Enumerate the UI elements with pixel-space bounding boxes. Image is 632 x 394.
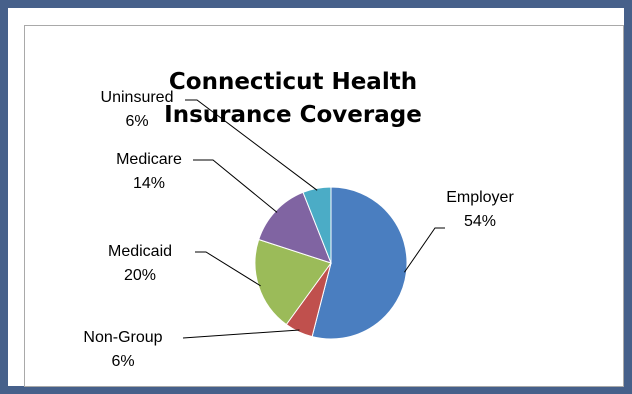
leader-lines (182, 99, 445, 339)
pie-slice-uninsured (302, 186, 332, 264)
data-label-category: Uninsured (101, 89, 174, 106)
data-label-percent: 20% (124, 267, 156, 284)
data-labels: Employer 54% Non-Group 6% Medicaid 20% Medicar… (83, 89, 514, 370)
leader-line-medicaid (195, 251, 261, 287)
data-label-category: Non-Group (83, 329, 162, 346)
data-label-category: Medicare (116, 151, 182, 168)
data-label-percent: 6% (111, 353, 134, 370)
chart-area: Connecticut Health Insurance Coverage Em… (24, 25, 624, 387)
data-label-percent: 14% (133, 175, 165, 192)
data-label-percent: 6% (125, 113, 148, 130)
data-label-category: Medicaid (108, 243, 172, 260)
pie-slice-medicaid (254, 238, 332, 326)
pie-slice-employer (311, 186, 408, 340)
pie-slices (254, 186, 408, 340)
chart-title-line-1: Connecticut Health (169, 69, 417, 95)
leader-line-medicare (193, 159, 278, 213)
chart-title-line-2: Insurance Coverage (164, 102, 422, 128)
data-label-category: Employer (446, 189, 514, 206)
leader-line-non-group (182, 329, 300, 339)
leader-line-uninsured (185, 99, 318, 191)
pie-chart: Connecticut Health Insurance Coverage Em… (83, 69, 514, 370)
data-label-percent: 54% (464, 213, 496, 230)
leader-line-employer (404, 227, 445, 273)
